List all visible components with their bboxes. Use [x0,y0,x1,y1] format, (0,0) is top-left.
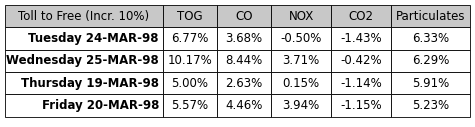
Bar [5,72,162,94]
Text: 6.77%: 6.77% [171,32,209,45]
Bar [162,50,217,72]
Text: Toll to Free (Incr. 10%): Toll to Free (Incr. 10%) [18,10,149,23]
Text: 2.63%: 2.63% [226,77,263,90]
Bar [5,27,162,50]
Bar [391,27,470,50]
Text: CO2: CO2 [349,10,373,23]
Bar [271,94,331,117]
Bar [162,5,217,27]
Text: -1.43%: -1.43% [340,32,382,45]
Bar [5,50,162,72]
Text: 5.23%: 5.23% [412,99,449,112]
Bar [217,94,271,117]
Text: -0.50%: -0.50% [281,32,322,45]
Text: 5.91%: 5.91% [412,77,449,90]
Bar [331,72,391,94]
Text: Tuesday 24-MAR-98: Tuesday 24-MAR-98 [28,32,159,45]
Bar [271,27,331,50]
Bar [217,27,271,50]
Bar [391,5,470,27]
Bar [162,27,217,50]
Text: 8.44%: 8.44% [226,54,263,67]
Text: 3.71%: 3.71% [283,54,320,67]
Bar [217,5,271,27]
Text: 0.15%: 0.15% [283,77,320,90]
Text: Friday 20-MAR-98: Friday 20-MAR-98 [41,99,159,112]
Text: -1.15%: -1.15% [340,99,382,112]
Bar [271,5,331,27]
Bar [391,72,470,94]
Text: 6.29%: 6.29% [412,54,449,67]
Text: 10.17%: 10.17% [168,54,212,67]
Bar [391,94,470,117]
Text: TOG: TOG [177,10,203,23]
Bar [217,72,271,94]
Text: Particulates: Particulates [396,10,465,23]
Text: 3.94%: 3.94% [283,99,320,112]
Text: NOX: NOX [289,10,314,23]
Text: 3.68%: 3.68% [226,32,263,45]
Bar [391,50,470,72]
Text: CO: CO [236,10,253,23]
Text: 5.00%: 5.00% [171,77,209,90]
Text: -1.14%: -1.14% [340,77,382,90]
Text: Wednesday 25-MAR-98: Wednesday 25-MAR-98 [6,54,159,67]
Bar [271,50,331,72]
Bar [271,72,331,94]
Text: 5.57%: 5.57% [171,99,209,112]
Text: Thursday 19-MAR-98: Thursday 19-MAR-98 [21,77,159,90]
Bar [331,94,391,117]
Bar [162,72,217,94]
Bar [331,5,391,27]
Bar [331,27,391,50]
Bar [217,50,271,72]
Bar [5,5,162,27]
Text: 4.46%: 4.46% [226,99,263,112]
Text: 6.33%: 6.33% [412,32,449,45]
Bar [5,94,162,117]
Bar [331,50,391,72]
Bar [162,94,217,117]
Text: -0.42%: -0.42% [340,54,382,67]
